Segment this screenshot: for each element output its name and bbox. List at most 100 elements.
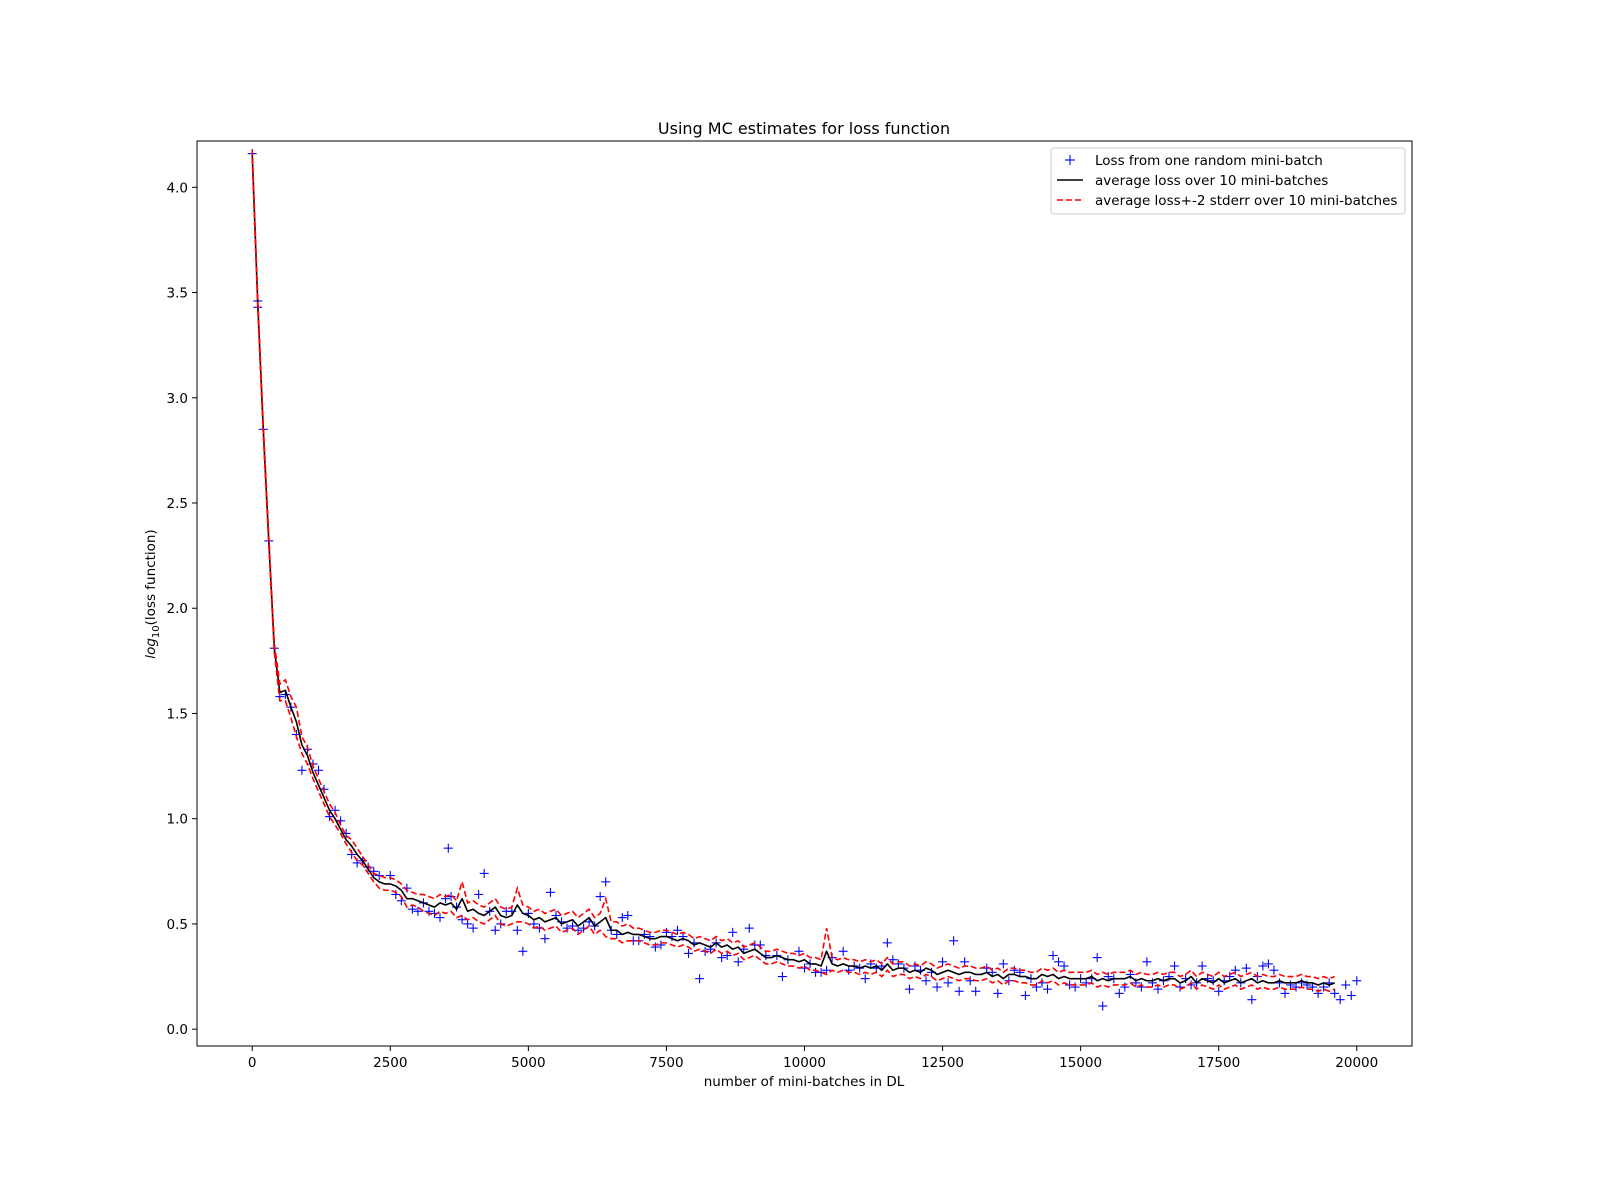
scatter-point — [943, 978, 953, 988]
scatter-point — [479, 868, 489, 878]
y-label-prefix: log — [143, 638, 159, 659]
legend-label-scatter: Loss from one random mini-batch — [1095, 153, 1323, 169]
scatter-point — [407, 904, 417, 914]
scatter-point — [1297, 978, 1307, 988]
scatter-point — [623, 911, 633, 921]
scatter-point — [777, 972, 787, 982]
y-tick-label: 3.5 — [167, 286, 188, 302]
scatter-point — [949, 936, 959, 946]
plot-area — [247, 149, 1362, 1011]
scatter-point — [1120, 982, 1130, 992]
scatter-point — [1164, 972, 1174, 982]
scatter-point — [540, 934, 550, 944]
scatter-point — [921, 976, 931, 986]
scatter-point — [1147, 978, 1157, 988]
scatter-point — [860, 974, 870, 984]
scatter-point — [1009, 965, 1019, 975]
scatter-point — [374, 871, 384, 881]
scatter-point — [435, 913, 445, 923]
x-tick-label: 7500 — [649, 1055, 683, 1071]
scatter-point — [1153, 984, 1163, 994]
scatter-point — [1269, 965, 1279, 975]
scatter-point — [1352, 976, 1362, 986]
scatter-point — [601, 877, 611, 887]
scatter-point — [1015, 967, 1025, 977]
scatter-point — [938, 957, 948, 967]
scatter-point — [1092, 953, 1102, 963]
scatter-point — [512, 925, 522, 935]
scatter-point — [893, 959, 903, 969]
scatter-point — [1274, 978, 1284, 988]
scatter-point — [1020, 990, 1030, 1000]
scatter-point — [1203, 974, 1213, 984]
scatter-point — [314, 765, 323, 775]
scatter-point — [402, 883, 412, 893]
scatter-point — [661, 927, 671, 937]
lower-band-line — [251, 157, 1335, 993]
scatter-point — [424, 906, 434, 916]
y-axis-label: log10(loss function) — [143, 529, 162, 658]
y-tick-label: 0.0 — [167, 1022, 188, 1038]
scatter-point — [1280, 988, 1290, 998]
scatter-point — [297, 765, 307, 775]
legend-marker-scatter — [1065, 155, 1075, 165]
scatter-point — [904, 984, 914, 994]
scatter-point — [1291, 982, 1301, 992]
scatter-point — [1103, 972, 1113, 982]
scatter-point — [733, 957, 743, 967]
scatter-point — [838, 946, 848, 956]
scatter-point — [452, 902, 462, 912]
scatter-point — [965, 976, 975, 986]
scatter-point — [1170, 961, 1180, 971]
scatter-point — [998, 959, 1008, 969]
scatter-point — [1241, 963, 1251, 973]
y-tick-label: 2.5 — [167, 496, 188, 512]
scatter-point — [1302, 980, 1312, 990]
scatter-point — [910, 961, 920, 971]
scatter-point — [1070, 982, 1080, 992]
scatter-point — [684, 948, 694, 958]
scatter-point — [1214, 986, 1224, 996]
scatter-point — [369, 866, 379, 876]
legend-label-mean: average loss over 10 mini-batches — [1095, 173, 1328, 189]
scatter-point — [1136, 982, 1146, 992]
scatter-point — [1286, 980, 1295, 990]
scatter-point — [866, 959, 876, 969]
scatter-point — [1225, 972, 1235, 982]
x-tick-label: 5000 — [511, 1055, 545, 1071]
scatter-point — [1308, 982, 1318, 992]
scatter-point — [1059, 961, 1069, 971]
scatter-point — [822, 965, 832, 975]
scatter-point — [1313, 988, 1323, 998]
x-tick-label: 17500 — [1197, 1055, 1240, 1071]
scatter-point — [529, 919, 539, 929]
scatter-point — [744, 923, 754, 933]
scatter-point — [474, 889, 484, 899]
scatter-point — [882, 938, 892, 948]
x-axis: 0 2500 5000 7500 10000 12500 15000 17500 20000 — [248, 1046, 1378, 1071]
y-tick-label: 4.0 — [167, 180, 188, 196]
scatter-point — [1114, 988, 1124, 998]
upper-band-line — [251, 149, 1335, 980]
scatter-point — [656, 940, 666, 950]
mean-loss-line — [251, 153, 1335, 986]
scatter-point — [557, 917, 566, 927]
y-tick-label: 1.0 — [167, 812, 188, 828]
scatter-point — [545, 887, 555, 897]
scatter-point — [971, 986, 981, 996]
scatter-point — [1048, 951, 1058, 960]
scatter-point — [794, 946, 804, 956]
scatter-point — [1324, 978, 1334, 988]
scatter-point — [1263, 959, 1273, 969]
scatter-point — [443, 843, 453, 853]
scatter-point — [562, 923, 572, 933]
x-tick-label: 10000 — [783, 1055, 826, 1071]
scatter-point — [463, 919, 473, 929]
scatter-point — [954, 986, 964, 996]
scatter-point — [441, 894, 451, 904]
scatter-point — [1142, 957, 1152, 967]
y-tick-label: 2.0 — [167, 601, 188, 617]
scatter-point — [816, 967, 826, 977]
scatter-point — [325, 812, 335, 822]
scatter-point — [960, 957, 970, 967]
